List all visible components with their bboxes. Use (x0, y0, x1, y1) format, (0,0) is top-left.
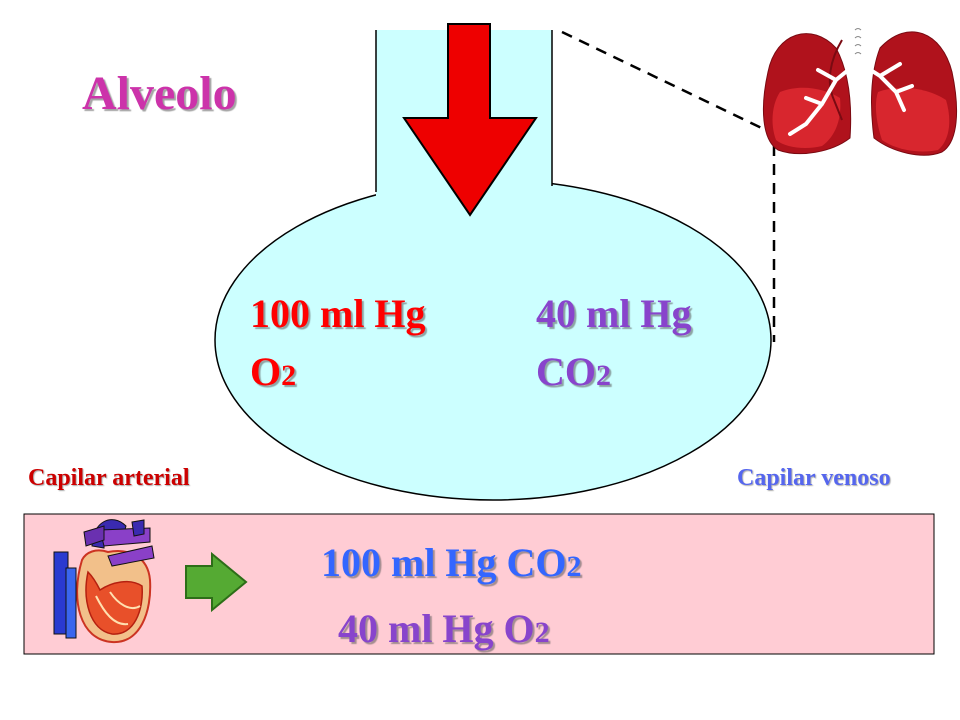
venous-capillary-label: Capilar venoso (737, 465, 891, 491)
lungs-icon (762, 18, 958, 156)
inflow-arrow-icon (402, 23, 538, 217)
alveolus-o2-label: O2 (250, 349, 297, 394)
capillary-box (23, 513, 935, 655)
flow-arrow-icon (185, 551, 248, 613)
alveolus-co2-value: 40 ml Hg (536, 291, 692, 336)
capillary-o2-value: 40 ml Hg O2 (338, 606, 550, 651)
arterial-capillary-label: Capilar arterial (28, 465, 190, 491)
capillary-co2-value: 100 ml Hg CO2 (321, 540, 582, 585)
zoom-line-top (561, 30, 773, 135)
heart-icon (53, 519, 155, 644)
diagram-title: Alveolo (82, 67, 237, 120)
alveolus-co2-label: CO2 (536, 349, 611, 394)
alveolus-o2-value: 100 ml Hg (250, 291, 426, 336)
